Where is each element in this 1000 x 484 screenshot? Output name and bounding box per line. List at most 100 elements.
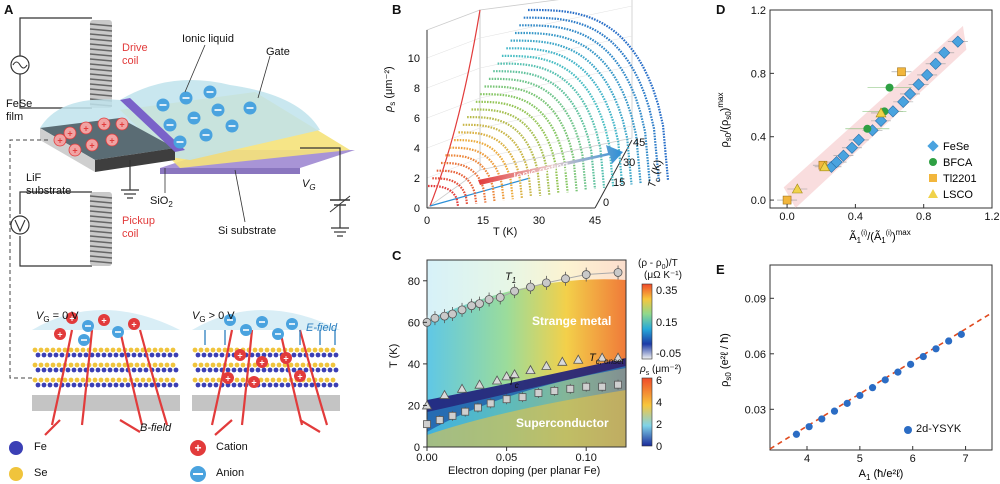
ysyk-point <box>919 352 927 361</box>
t1-point <box>561 274 570 284</box>
gate-label: Gate <box>266 46 290 58</box>
panel-b-xtick: 30 <box>533 215 545 227</box>
cbar1-tick: -0.05 <box>656 348 681 360</box>
curve-17 <box>501 54 615 187</box>
device: + + ++ + +++ <box>40 80 355 237</box>
strange-metal-label: Strange metal <box>532 314 612 328</box>
ysyk-point <box>830 407 839 415</box>
panel-b-ytick: 6 <box>414 113 420 125</box>
panel-d-legend-lsco: LSCO <box>943 189 973 201</box>
panel-b-xtick: 0 <box>424 215 430 227</box>
tc-point <box>518 393 527 402</box>
t1-label: T1 <box>505 271 517 286</box>
point-fese <box>951 35 964 48</box>
panel-e-xtick: 7 <box>963 453 969 465</box>
panel-c-ytick: 60 <box>408 317 420 329</box>
curve-13 <box>484 85 578 192</box>
ysyk-point <box>843 399 851 407</box>
panel-b-ytick: 2 <box>414 173 420 185</box>
panel-a-device-schematic: + + ++ + +++ <box>9 17 355 482</box>
point-bfca <box>863 124 872 133</box>
ysyk-point <box>957 330 965 338</box>
panel-d-xtick: 0.0 <box>779 211 794 223</box>
t1-point <box>430 313 440 323</box>
panel-e-ytick: 0.06 <box>745 349 766 361</box>
panel-a-letter: A <box>4 2 14 17</box>
curve-7 <box>458 131 523 199</box>
point-fese <box>921 68 934 82</box>
sio2-label: SiO2 <box>150 195 173 210</box>
cation-icon <box>190 440 206 456</box>
ysyk-point <box>792 430 801 438</box>
t1-point <box>457 305 467 315</box>
panel-c-xtick: 0.00 <box>416 452 437 464</box>
panel-e-legend: 2d-YSYK <box>916 423 962 435</box>
point-fese <box>929 57 942 70</box>
curve-6 <box>454 139 514 200</box>
pickup-coil-icon <box>89 192 113 266</box>
panel-b-xtick: 45 <box>589 215 601 227</box>
curve-4 <box>445 154 496 202</box>
curve-16 <box>497 62 606 189</box>
t1-point <box>448 309 457 319</box>
panel-b-letter: B <box>392 2 402 17</box>
tc-onset-point <box>474 379 485 389</box>
panel-e-xtick: 4 <box>804 453 810 465</box>
tc-point <box>534 389 543 397</box>
ysyk-point <box>818 415 826 423</box>
tc-label: Tc <box>508 376 519 391</box>
ysyk-point <box>907 360 915 368</box>
curve-20 <box>515 31 642 184</box>
curve-11 <box>475 100 560 194</box>
svg-text:+: + <box>69 314 74 324</box>
t1-point <box>484 295 494 304</box>
cbar1-tick: 0.35 <box>656 285 677 297</box>
svg-text:+: + <box>89 141 94 151</box>
cbar2-tick: 4 <box>656 397 662 409</box>
tc-onset-label: Tc, onset <box>589 352 624 367</box>
panel-e-linear-plot: 4 5 6 7 0.03 0.06 0.09 ρs0 (e²ℓ / ħ) A1 (ħ/e²ℓ… <box>719 264 993 482</box>
panel-b-ytick: 10 <box>408 53 420 65</box>
tc-onset-point <box>541 360 552 370</box>
point-fese <box>897 95 910 108</box>
panel-c-letter: C <box>392 248 402 263</box>
pickup-coil-label: Pickup coil <box>122 215 156 240</box>
tc-point <box>474 403 482 412</box>
panel-c-ytick: 0 <box>414 442 420 454</box>
ysyk-point <box>805 423 813 431</box>
tc-onset-point <box>596 352 608 362</box>
tc-onset-point <box>439 389 450 399</box>
tc-onset-point <box>557 356 568 366</box>
svg-text:Ã1(i)/(Ã1(i))max: Ã1(i)/(Ã1(i))max <box>849 228 911 245</box>
panel-d-xtick: 0.8 <box>916 211 931 223</box>
curve-12 <box>480 93 569 193</box>
pickup-coil-circuit <box>10 191 113 267</box>
t1-point <box>475 299 484 309</box>
tc-onset-point <box>573 354 584 364</box>
panel-d-ytick: 1.2 <box>751 5 766 17</box>
legend-cation: Cation <box>216 441 248 453</box>
tc-point <box>435 416 444 424</box>
t1-point <box>541 278 551 288</box>
svg-text:+: + <box>57 330 62 340</box>
tc-point <box>423 420 431 429</box>
panel-d-legend-fese: FeSe <box>943 141 969 153</box>
vgpos-label: VG > 0 V <box>192 310 235 325</box>
panel-b-xtick: 15 <box>477 215 489 227</box>
tc-point <box>566 384 575 393</box>
point-fese <box>830 155 843 169</box>
point-fese <box>852 133 865 146</box>
drive-coil-circuit <box>10 17 113 109</box>
t1-point <box>581 270 591 279</box>
panel-b-ztick: 0 <box>603 197 609 209</box>
cbar1-tick: 0.15 <box>656 317 677 329</box>
drive-coil-icon <box>89 20 113 108</box>
svg-text:+: + <box>72 146 77 156</box>
cbar1-unit: (μΩ K⁻¹) <box>644 270 682 281</box>
curve-3 <box>441 161 487 203</box>
curve-14 <box>488 77 587 191</box>
tc-point <box>550 386 559 395</box>
legend-fe: Fe <box>34 441 47 453</box>
panel-d-scatter: 0.0 0.4 0.8 1.2 0.0 0.4 0.8 1.2 FeSe BFCA Tl2201 L… <box>716 5 1000 245</box>
panel-e-ytick: 0.03 <box>745 404 766 416</box>
